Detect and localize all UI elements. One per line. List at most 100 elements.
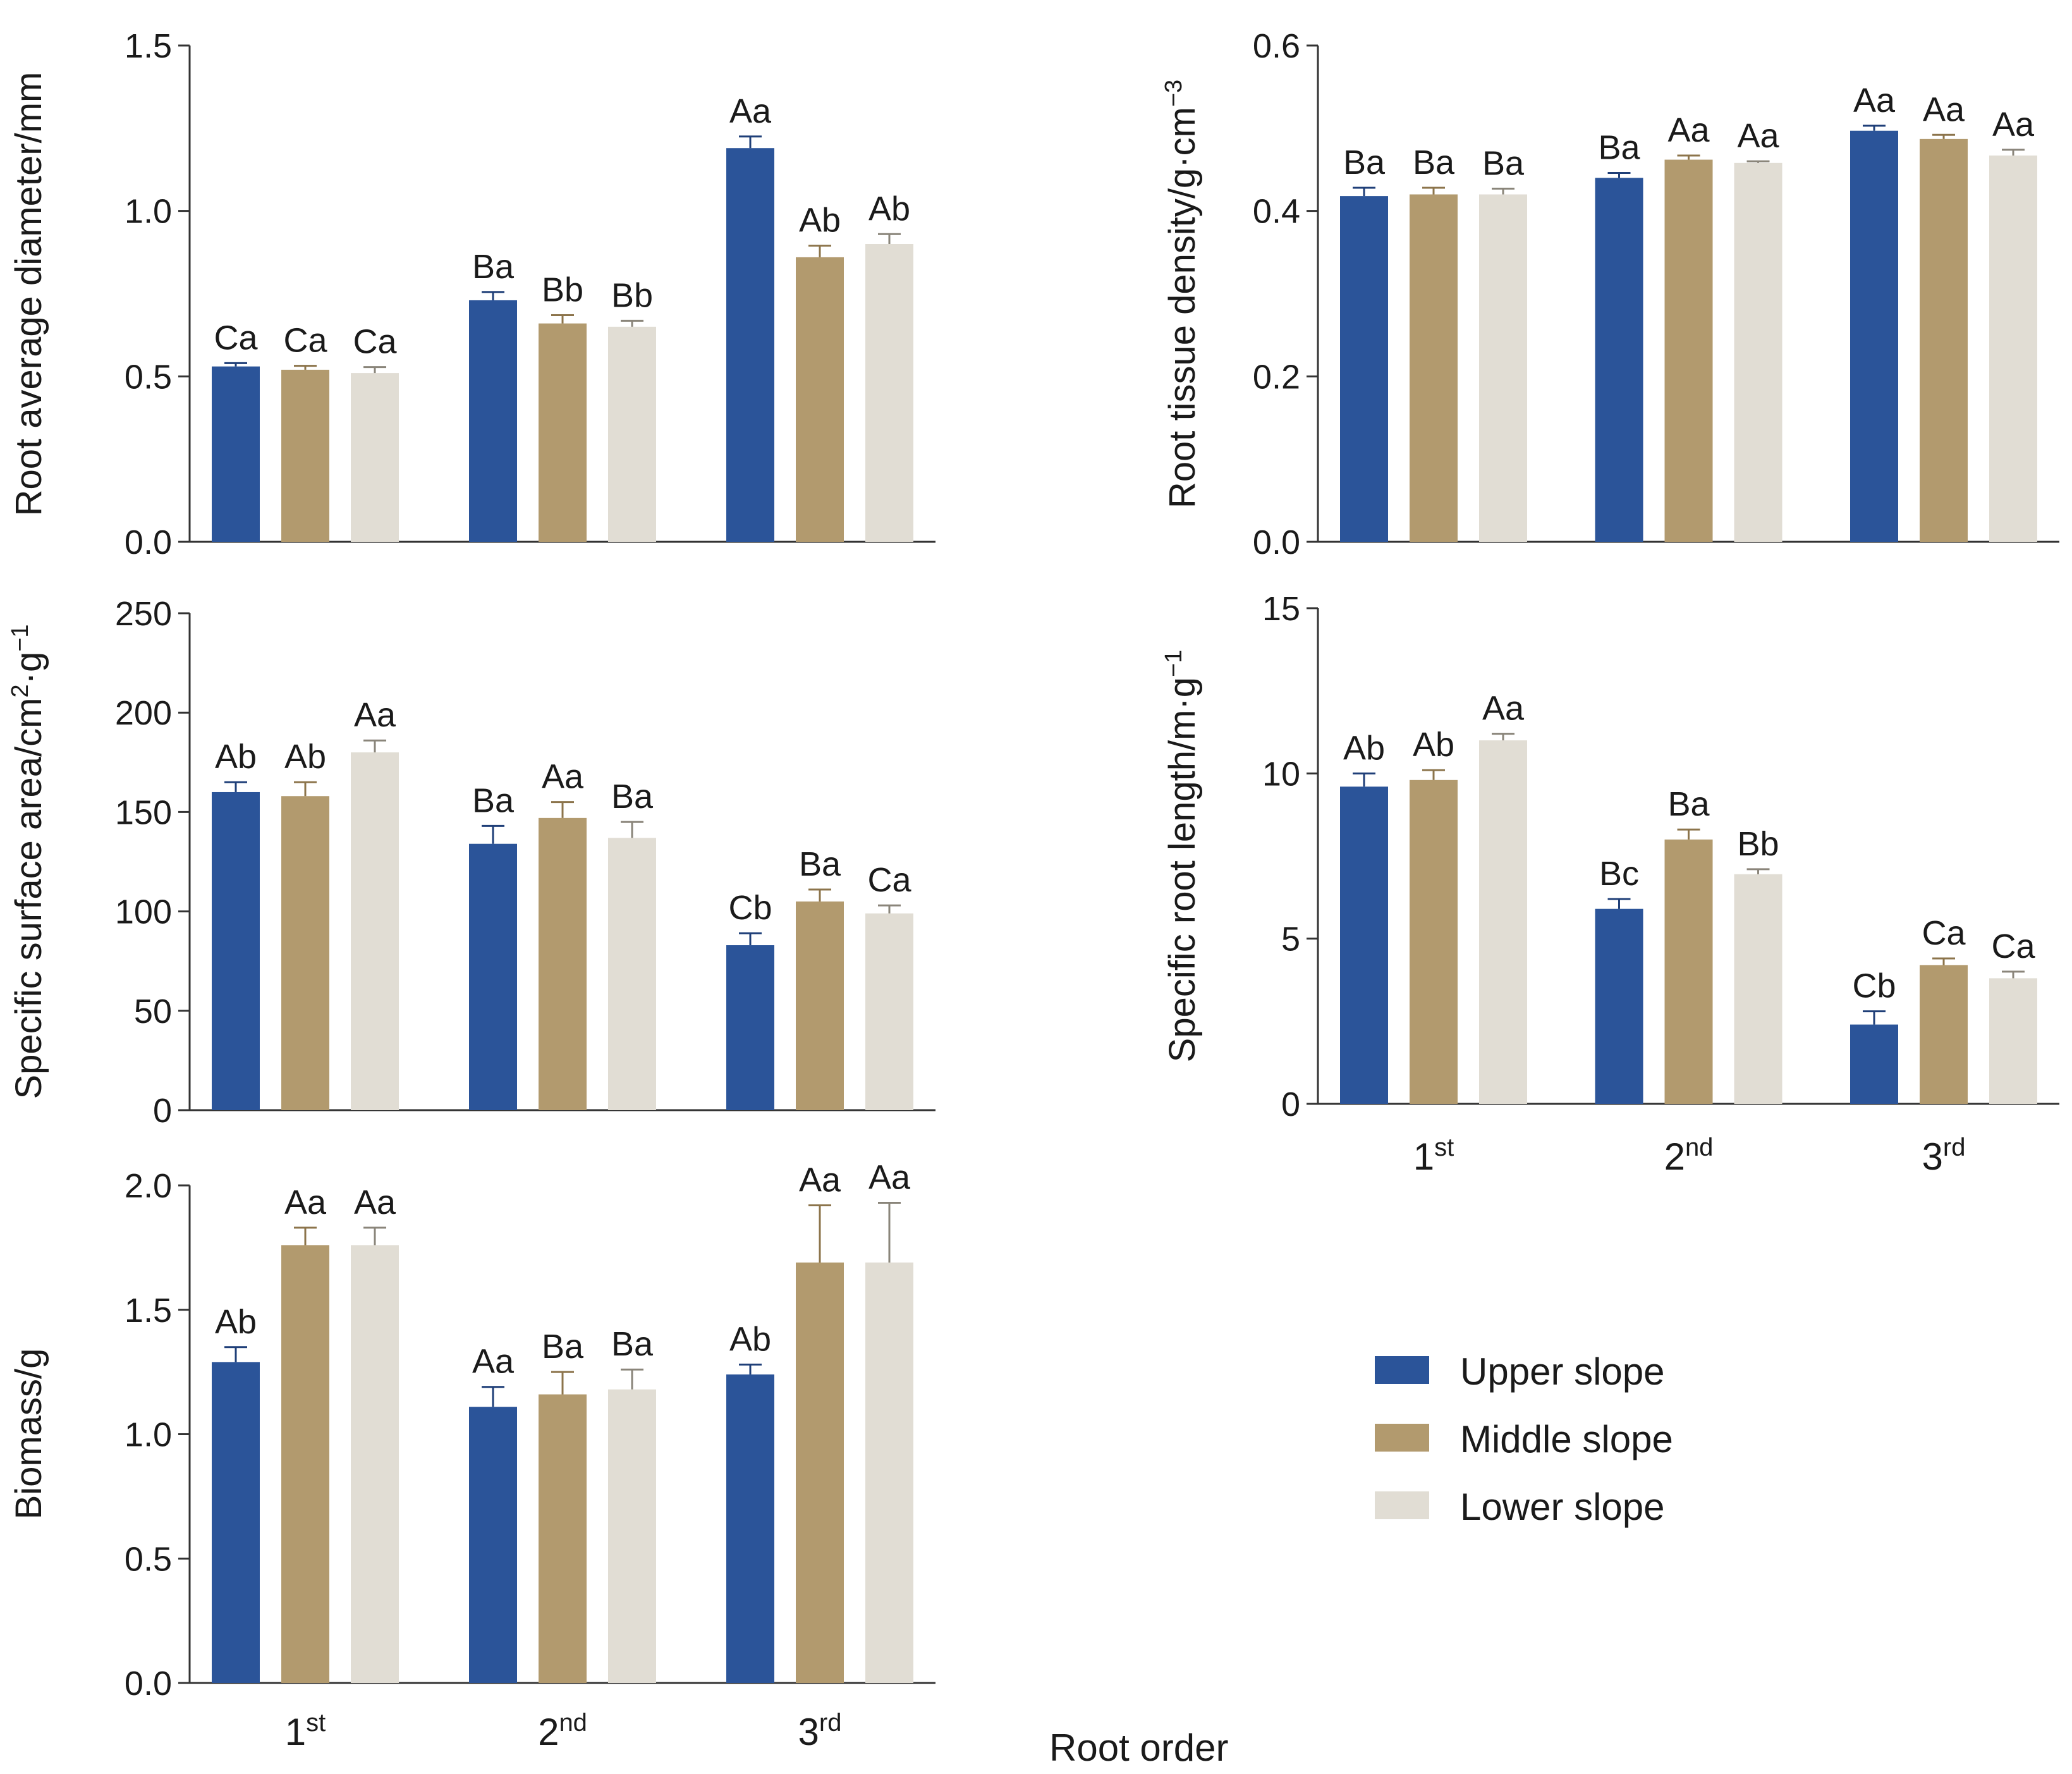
significance-label: Ba: [472, 248, 515, 286]
significance-label: Cb: [728, 889, 772, 927]
significance-label: Ab: [215, 738, 257, 776]
bar-2nd-lower-slope: [1734, 162, 1783, 542]
bar-1st-lower-slope: [1479, 740, 1527, 1104]
significance-label: Bb: [611, 276, 653, 314]
significance-label: Aa: [1853, 82, 1896, 119]
x-tick-label-1st: 1st: [285, 1709, 326, 1753]
legend-swatch-lower: [1375, 1491, 1429, 1519]
panels: 0.0 0.5 1.0 1.5 Root average diameter/mm Ca Ca…: [7, 27, 2059, 1703]
significance-label: Ba: [1482, 144, 1525, 182]
bar-2nd-lower-slope: [608, 326, 656, 542]
significance-label: Bb: [542, 271, 583, 309]
significance-label: Ba: [1413, 144, 1455, 181]
y-tick-label: 5: [1281, 921, 1300, 958]
significance-label: Bb: [1737, 825, 1779, 863]
significance-label: Ba: [1343, 144, 1386, 181]
x-tick-label-3rd: 3rd: [798, 1709, 842, 1753]
bar-3rd-middle-slope: [796, 257, 844, 542]
y-axis-label: Specific root length/m·g−1: [1161, 650, 1203, 1063]
legend-swatch-middle: [1375, 1424, 1429, 1452]
y-axis-label: Biomass/g: [8, 1349, 49, 1520]
bar-1st-middle-slope: [281, 1245, 329, 1683]
significance-label: Ca: [867, 861, 911, 899]
significance-label: Aa: [542, 758, 584, 796]
bar-3rd-middle-slope: [796, 901, 844, 1110]
y-tick-label: 0: [153, 1092, 172, 1130]
significance-label: Ca: [1922, 914, 1966, 952]
y-tick-label: 200: [115, 694, 172, 732]
bar-2nd-lower-slope: [608, 838, 656, 1110]
significance-label: Ba: [799, 845, 841, 883]
significance-label: Aa: [284, 1184, 327, 1221]
y-tick-label: 10: [1262, 755, 1300, 793]
significance-label: Aa: [472, 1343, 515, 1381]
significance-label: Ca: [283, 322, 327, 360]
bar-3rd-lower-slope: [1989, 156, 2037, 542]
y-tick-label: 0: [1281, 1086, 1300, 1123]
y-tick-label: 0.0: [125, 1665, 172, 1703]
bar-1st-upper-slope: [1340, 196, 1388, 542]
bar-1st-middle-slope: [1410, 194, 1458, 542]
chart-panel-5: 0.0 0.5 1.0 1.5 2.0 Biomass/g Ab Aa Aa Aa Ba Ba Ab Aa…: [8, 1159, 935, 1703]
significance-label: Aa: [799, 1161, 841, 1199]
bar-3rd-upper-slope: [726, 148, 774, 542]
bar-1st-lower-slope: [351, 752, 399, 1110]
significance-label: Ba: [611, 1325, 654, 1363]
bar-3rd-upper-slope: [1850, 1024, 1898, 1104]
significance-label: Ba: [1667, 785, 1710, 823]
y-tick-label: 0.6: [1253, 27, 1300, 65]
bar-3rd-lower-slope: [865, 1262, 913, 1683]
y-tick-label: 0.5: [125, 358, 172, 396]
significance-label: Ca: [1991, 927, 2035, 965]
y-tick-label: 0.4: [1253, 193, 1300, 231]
bar-1st-middle-slope: [1410, 780, 1458, 1104]
bar-2nd-middle-slope: [1664, 159, 1713, 542]
significance-label: Ca: [353, 323, 397, 361]
chart-panel-4: 0 5 10 15 Specific root length/m·g−1 Ab Ab Aa Bc…: [1161, 590, 2059, 1123]
significance-label: Ba: [611, 778, 654, 816]
bar-1st-middle-slope: [281, 796, 329, 1110]
bar-2nd-middle-slope: [539, 323, 587, 542]
bar-2nd-lower-slope: [1734, 874, 1783, 1104]
bar-2nd-upper-slope: [1595, 908, 1643, 1104]
bar-1st-upper-slope: [212, 792, 260, 1110]
y-tick-label: 1.5: [125, 1292, 172, 1330]
bar-1st-upper-slope: [212, 1362, 260, 1683]
y-tick-label: 100: [115, 893, 172, 931]
significance-label: Cb: [1852, 967, 1896, 1005]
significance-label: Ab: [729, 1320, 771, 1358]
significance-label: Aa: [868, 1159, 911, 1197]
bar-2nd-upper-slope: [469, 843, 517, 1110]
x-axis-labels: 1st 2nd 3rd 1st 2nd 3rd: [285, 1134, 1966, 1753]
bar-1st-lower-slope: [351, 1245, 399, 1683]
bar-2nd-upper-slope: [1595, 178, 1643, 542]
y-tick-label: 250: [115, 595, 172, 633]
legend-label-lower: Lower slope: [1460, 1486, 1665, 1528]
y-tick-label: 1.5: [125, 27, 172, 65]
significance-label: Aa: [1737, 117, 1779, 155]
x-tick-label-2nd: 2nd: [538, 1709, 587, 1753]
y-axis-label: Root average diameter/mm: [8, 72, 49, 517]
significance-label: Ba: [472, 781, 515, 819]
bar-3rd-lower-slope: [865, 913, 913, 1110]
significance-label: Aa: [1992, 106, 2035, 144]
legend: Upper slope Middle slope Lower slope: [1375, 1350, 1673, 1528]
bar-2nd-upper-slope: [469, 1407, 517, 1683]
bar-2nd-upper-slope: [469, 300, 517, 542]
bar-1st-lower-slope: [1479, 194, 1527, 542]
y-tick-label: 1.0: [125, 1416, 172, 1454]
chart-panel-2: 0.0 0.2 0.4 0.6 Root tissue density/g·cm−3 Ba…: [1161, 27, 2059, 561]
significance-label: Ab: [284, 738, 326, 776]
y-tick-label: 0.2: [1253, 358, 1300, 396]
y-axis-label: Root tissue density/g·cm−3: [1161, 80, 1203, 508]
significance-label: Aa: [729, 92, 772, 130]
bar-3rd-middle-slope: [1920, 965, 1968, 1104]
chart-panel-1: 0.0 0.5 1.0 1.5 Root average diameter/mm Ca Ca…: [8, 27, 935, 561]
significance-label: Aa: [1667, 111, 1710, 149]
bar-2nd-middle-slope: [1664, 839, 1713, 1104]
y-tick-label: 0.0: [1253, 523, 1300, 561]
y-tick-label: 15: [1262, 590, 1300, 628]
significance-label: Ab: [215, 1303, 257, 1341]
significance-label: Aa: [1482, 690, 1525, 728]
